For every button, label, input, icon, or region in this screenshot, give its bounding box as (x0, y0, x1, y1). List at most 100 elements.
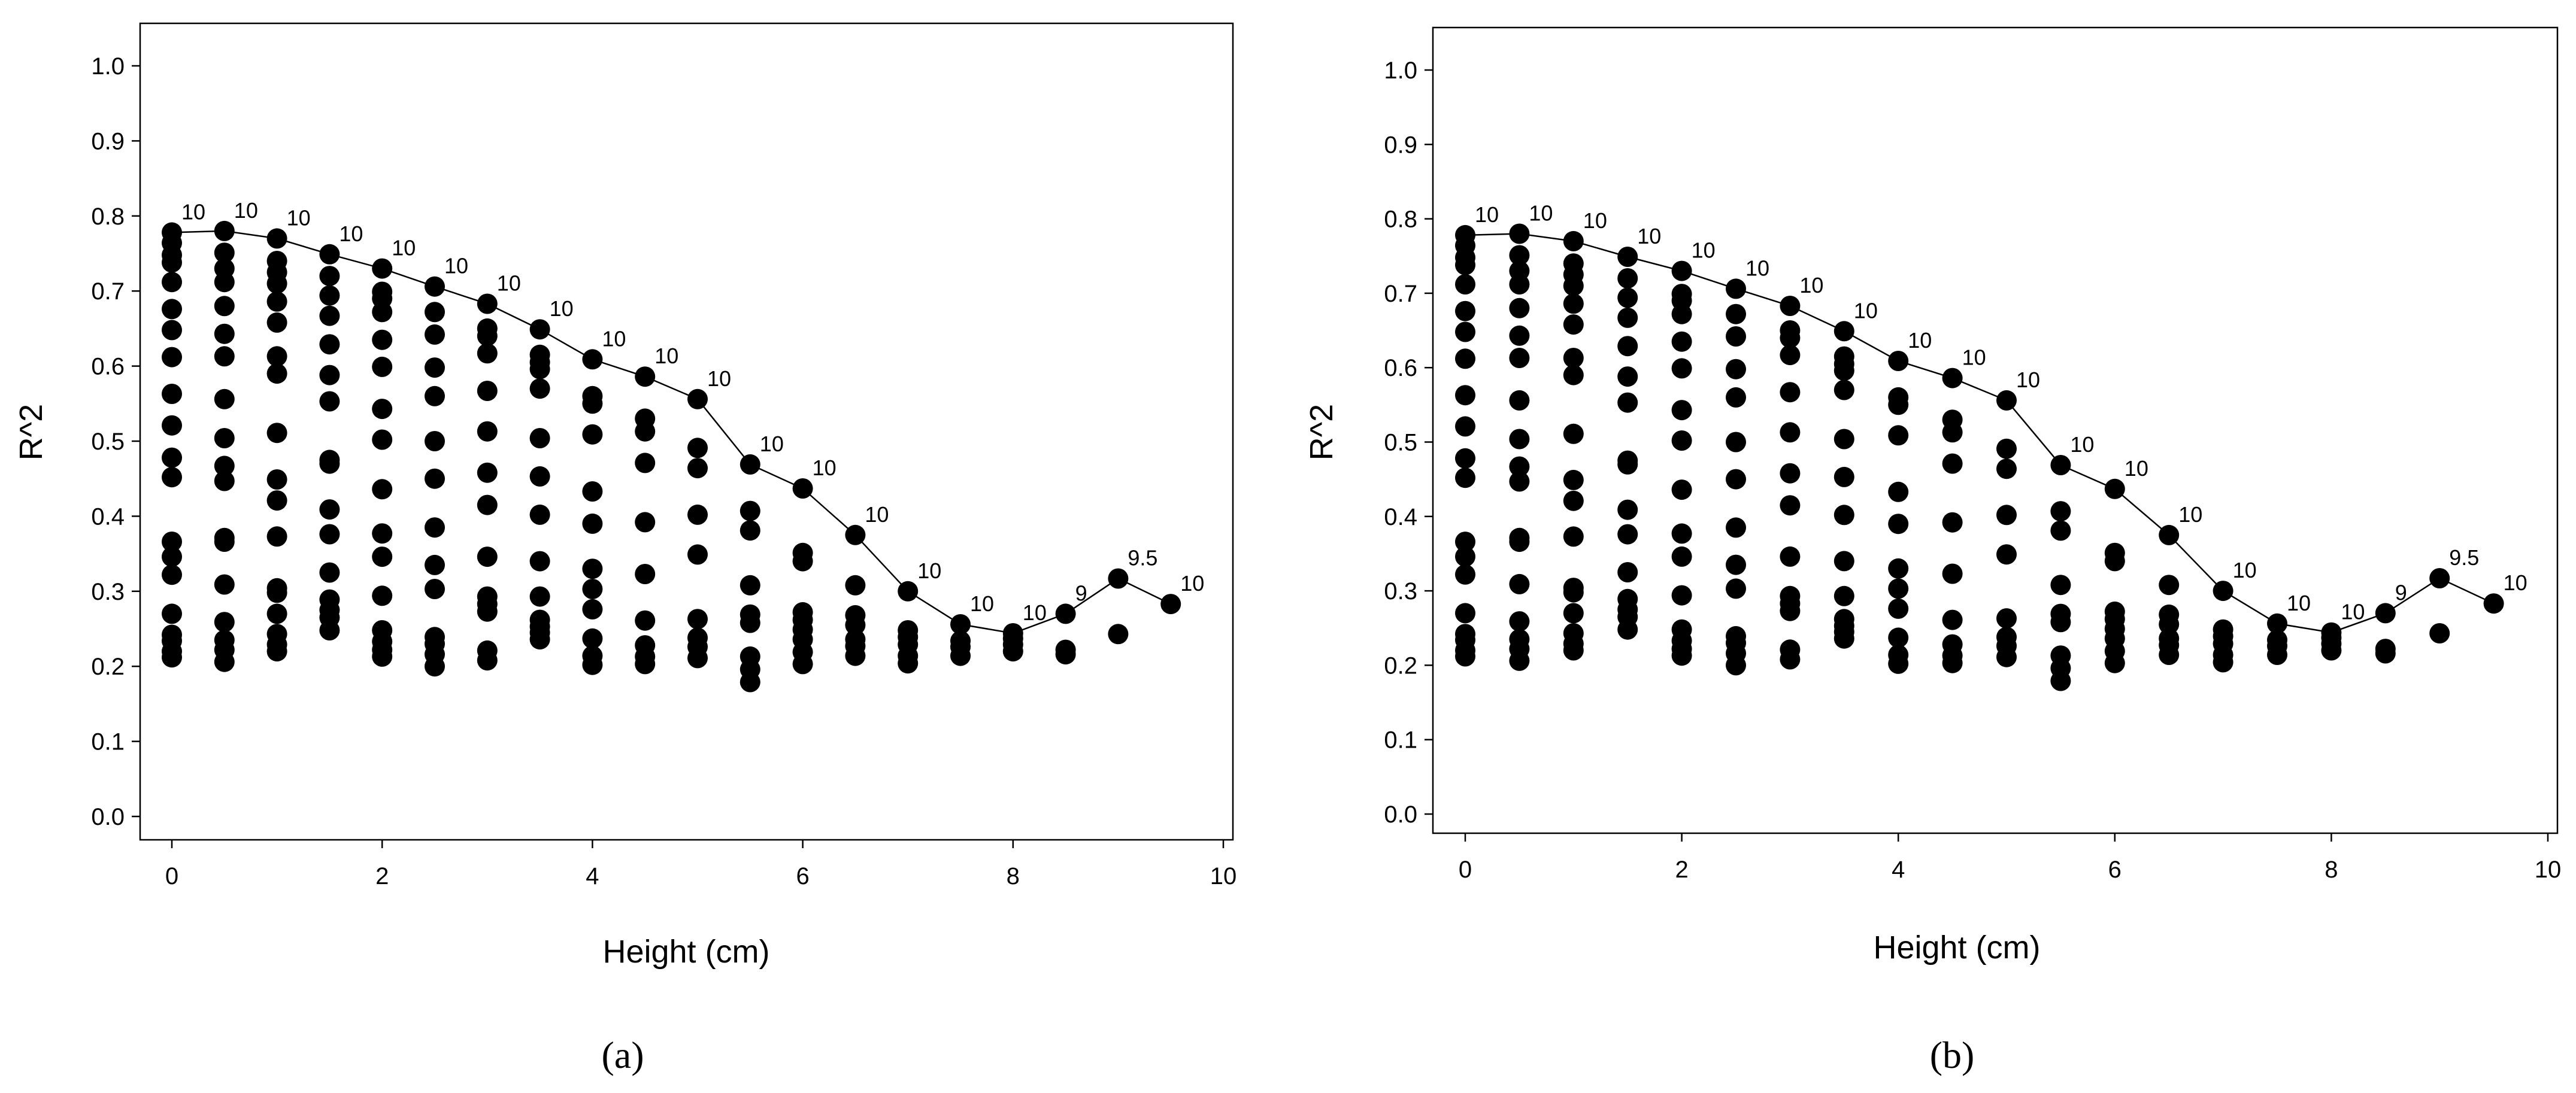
data-point (2050, 520, 2071, 541)
data-point (162, 603, 182, 624)
data-point (266, 312, 287, 333)
data-point (1888, 481, 1909, 502)
data-point (2213, 652, 2233, 673)
data-point (1509, 471, 1530, 492)
data-point (266, 603, 287, 624)
data-point (1833, 429, 1854, 450)
data-point (1780, 649, 1801, 670)
data-point (425, 517, 445, 538)
x-tick-label: 6 (796, 863, 809, 889)
data-point (1888, 598, 1909, 619)
data-point (2050, 501, 2071, 522)
chart-panel-b: 0.0 0.1 0.2 0.3 0.4 0.5 0.6 0.7 0.8 0.9 1.0 0 2 4 6 8 1… (1304, 26, 2561, 1076)
chart-panel-a: 0.0 0.1 0.2 0.3 0.4 0.5 0.6 0.7 0.8 0.9 1.0 0 2 4 6 8 1… (13, 22, 1237, 1076)
data-point (1509, 245, 1530, 266)
plot-frame (139, 22, 1234, 841)
data-point (1780, 600, 1801, 621)
data-point (477, 462, 498, 483)
data-point (2159, 524, 2180, 545)
y-tick-label: 0.8 (91, 204, 125, 230)
data-point (425, 579, 445, 599)
trend-point-label: 10 (2504, 570, 2527, 595)
data-point (845, 615, 866, 636)
data-point (1671, 303, 1692, 324)
data-point (214, 456, 235, 476)
data-point (529, 586, 550, 607)
data-point (1617, 454, 1638, 475)
data-point (1455, 603, 1475, 624)
data-point (266, 582, 287, 603)
x-tick-label: 8 (2325, 857, 2338, 883)
trend-point-label: 10 (287, 205, 311, 230)
data-point (1455, 385, 1475, 406)
data-point (1455, 321, 1475, 342)
trend-point-label: 10 (1692, 238, 1716, 263)
data-point (1509, 297, 1530, 318)
data-point (1780, 345, 1801, 366)
data-point (898, 653, 919, 674)
data-point (214, 532, 235, 552)
data-point (266, 490, 287, 511)
data-point (2267, 645, 2287, 665)
data-point (1455, 564, 1475, 585)
trend-point-labels: 10 10 10 10 10 10 10 10 10 10 10 10 10 10 10 10 10 9 9.5 10 (181, 198, 1204, 625)
data-point (214, 574, 235, 595)
data-point (1455, 467, 1475, 488)
data-point (1509, 573, 1530, 594)
data-point (1942, 563, 1963, 584)
trend-point-label: 9.5 (2449, 545, 2479, 570)
data-point (635, 366, 656, 387)
data-point (1455, 448, 1475, 469)
y-tick-label: 0.9 (1384, 132, 1417, 158)
data-point (1726, 326, 1746, 347)
y-tick-label: 0.4 (1384, 504, 1417, 530)
y-axis-title: R^2 (13, 404, 49, 460)
y-tick-label: 0.6 (1384, 355, 1417, 381)
data-point (214, 272, 235, 293)
data-point (319, 266, 340, 287)
data-point (582, 628, 603, 649)
data-point (1509, 429, 1530, 450)
trend-point-label: 10 (1180, 571, 1204, 596)
data-point (1726, 554, 1746, 575)
data-point (1726, 578, 1746, 599)
trend-point-label: 10 (865, 502, 889, 527)
data-point (582, 349, 603, 370)
data-point (1996, 608, 2017, 629)
data-point (1833, 360, 1854, 381)
data-point (2050, 612, 2071, 633)
data-point (477, 546, 498, 567)
data-point (582, 558, 603, 579)
data-point (266, 346, 287, 367)
data-point (1780, 463, 1801, 484)
data-point (529, 629, 550, 650)
data-point (477, 381, 498, 401)
data-point (1726, 517, 1746, 538)
data-point (1726, 278, 1746, 299)
data-point (2104, 652, 2125, 673)
data-point (635, 421, 656, 442)
data-point (1455, 546, 1475, 567)
data-point (2429, 623, 2450, 643)
data-point (582, 579, 603, 599)
data-point (2104, 478, 2125, 499)
data-point (1996, 438, 2017, 459)
data-point (1671, 645, 1692, 666)
data-point (1726, 303, 1746, 324)
data-point (319, 365, 340, 385)
trend-point-label: 10 (497, 271, 521, 296)
data-point (740, 672, 760, 693)
data-point (319, 524, 340, 545)
y-tick-label: 0.7 (1384, 281, 1417, 307)
data-point (477, 494, 498, 515)
data-point (1671, 523, 1692, 544)
data-point (582, 393, 603, 414)
data-point (214, 296, 235, 317)
data-point (266, 423, 287, 444)
data-point (214, 651, 235, 672)
trend-point-label: 10 (1962, 345, 1986, 370)
data-point (319, 305, 340, 326)
data-point (425, 554, 445, 575)
data-point (1002, 641, 1023, 662)
